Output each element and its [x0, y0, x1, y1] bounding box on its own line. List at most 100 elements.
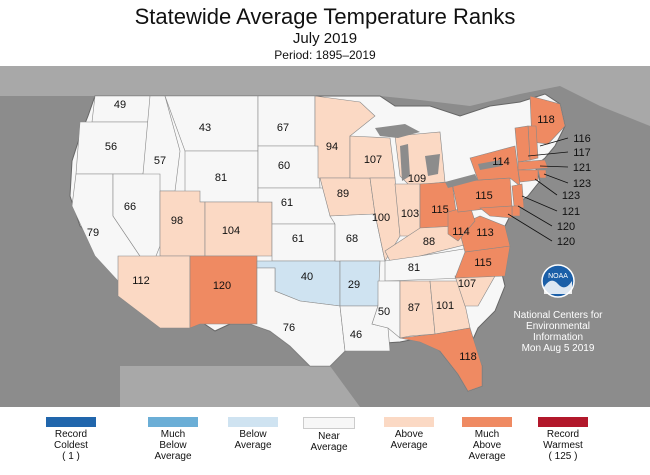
- noaa-logo-wave: [544, 280, 572, 294]
- state-tx: [249, 267, 346, 367]
- rank-label-ks: 61: [292, 233, 304, 245]
- rank-label-nv: 66: [124, 201, 136, 213]
- legend-swatch: [228, 417, 278, 427]
- legend-label: Record Warmest ( 125 ): [543, 429, 583, 462]
- rank-label-wi: 107: [364, 154, 382, 166]
- state-md: [479, 205, 513, 219]
- legend-label: Below Average: [234, 429, 272, 451]
- rank-label-id: 57: [154, 155, 166, 167]
- rank-label-fl: 118: [459, 351, 477, 363]
- title-block: Statewide Average Temperature Ranks July…: [0, 0, 650, 63]
- rank-label-ga: 101: [436, 300, 454, 312]
- rank-label-me: 118: [537, 114, 555, 126]
- rank-label-wy: 81: [215, 172, 227, 184]
- state-vt: [514, 125, 531, 163]
- leader-line-ri: [543, 173, 569, 184]
- rank-label-mt: 43: [199, 122, 211, 134]
- legend-label: Much Below Average: [154, 429, 192, 462]
- mexico-land: [120, 366, 360, 407]
- rank-label-ut: 98: [171, 215, 183, 227]
- rank-label-ma: 121: [573, 162, 591, 174]
- rank-label-or: 56: [105, 141, 117, 153]
- rank-label-ca: 79: [87, 227, 99, 239]
- rank-label-mo: 68: [346, 233, 358, 245]
- rank-label-tn: 81: [408, 262, 420, 274]
- map-period: Period: 1895–2019: [274, 48, 376, 62]
- state-nj: [511, 183, 525, 209]
- legend-swatch: [384, 417, 434, 427]
- legend-label: Much Above Average: [468, 429, 506, 462]
- map-panel: 49 56 79 57 66 43 81 98 112 104 120 67 60 61 61 40 76 94 8…: [0, 66, 650, 407]
- lake-michigan: [400, 144, 410, 181]
- rank-label-de: 120: [557, 221, 575, 233]
- legend-item: Record Coldest ( 1 ): [32, 417, 110, 462]
- state-ct: [517, 169, 539, 183]
- legend-item: Below Average: [214, 417, 292, 451]
- rank-label-tx: 76: [283, 322, 295, 334]
- rank-label-nd: 67: [277, 122, 289, 134]
- agency-line-1: National Centers for: [514, 310, 604, 321]
- rank-label-mi: 109: [408, 173, 426, 185]
- rank-label-la: 46: [350, 329, 362, 341]
- rank-label-co: 104: [222, 225, 240, 237]
- leader-line-vt: [527, 151, 569, 157]
- rank-label-ri: 123: [573, 178, 591, 190]
- state-al: [399, 280, 436, 339]
- leader-line-ma: [539, 165, 569, 168]
- leader-line-nh: [539, 137, 569, 147]
- rank-label-nh: 116: [573, 133, 591, 145]
- leader-line-de: [517, 205, 553, 227]
- legend-item: Record Warmest ( 125 ): [524, 417, 602, 462]
- rank-label-sc: 107: [458, 278, 476, 290]
- rank-label-md: 120: [557, 236, 575, 248]
- leader-line-ct: [534, 178, 558, 196]
- rank-label-il: 100: [372, 212, 390, 224]
- rank-label-mn: 94: [326, 141, 338, 153]
- rank-label-sd: 60: [278, 160, 290, 172]
- legend: Record Coldest ( 1 ) Much Below Average Be…: [0, 417, 650, 475]
- rank-label-wa: 49: [114, 99, 126, 111]
- leader-line-nj: [521, 195, 558, 212]
- rank-label-nc: 115: [474, 257, 492, 269]
- rank-label-ok: 40: [301, 271, 313, 283]
- rank-label-nm: 120: [213, 280, 231, 292]
- rank-label-ar: 29: [348, 279, 360, 291]
- rank-label-va: 113: [476, 227, 494, 239]
- legend-swatch: [46, 417, 96, 427]
- rank-label-nj: 121: [562, 206, 580, 218]
- legend-item: Much Below Average: [134, 417, 212, 462]
- agency-line-3: Information: [533, 332, 583, 343]
- legend-label: Above Average: [390, 429, 428, 451]
- rank-label-az: 112: [132, 275, 150, 287]
- lake-huron: [425, 154, 440, 176]
- us-map: 49 56 79 57 66 43 81 98 112 104 120 67 60 61 61 40 76 94 8…: [0, 66, 650, 407]
- rank-label-vt: 117: [573, 147, 591, 159]
- state-az: [117, 255, 191, 329]
- leader-line-md: [507, 213, 553, 242]
- rank-label-al: 87: [408, 302, 420, 314]
- rank-label-ia: 89: [337, 188, 349, 200]
- legend-label: Record Coldest ( 1 ): [54, 429, 88, 462]
- legend-item: Near Average: [290, 417, 368, 453]
- lake-ontario: [478, 160, 502, 170]
- rank-label-oh: 115: [431, 204, 449, 216]
- legend-swatch: [462, 417, 512, 427]
- rank-label-ne: 61: [281, 197, 293, 209]
- state-de: [511, 205, 521, 217]
- map-title: Statewide Average Temperature Ranks: [134, 4, 516, 29]
- rank-label-ms: 50: [378, 306, 390, 318]
- state-nd: [257, 95, 316, 147]
- legend-label: Near Average: [310, 431, 348, 453]
- legend-swatch: [148, 417, 198, 427]
- noaa-logo-text: NOAA: [548, 273, 568, 280]
- map-subtitle: July 2019: [292, 30, 358, 47]
- rank-label-ny: 114: [492, 156, 510, 168]
- state-ri: [537, 169, 547, 179]
- legend-item: Much Above Average: [448, 417, 526, 462]
- legend-swatch: [303, 417, 355, 429]
- state-nm: [189, 255, 258, 329]
- lake-erie: [445, 174, 478, 188]
- rank-label-wv: 114: [452, 226, 470, 238]
- state-fl: [399, 327, 483, 392]
- legend-item: Above Average: [370, 417, 448, 451]
